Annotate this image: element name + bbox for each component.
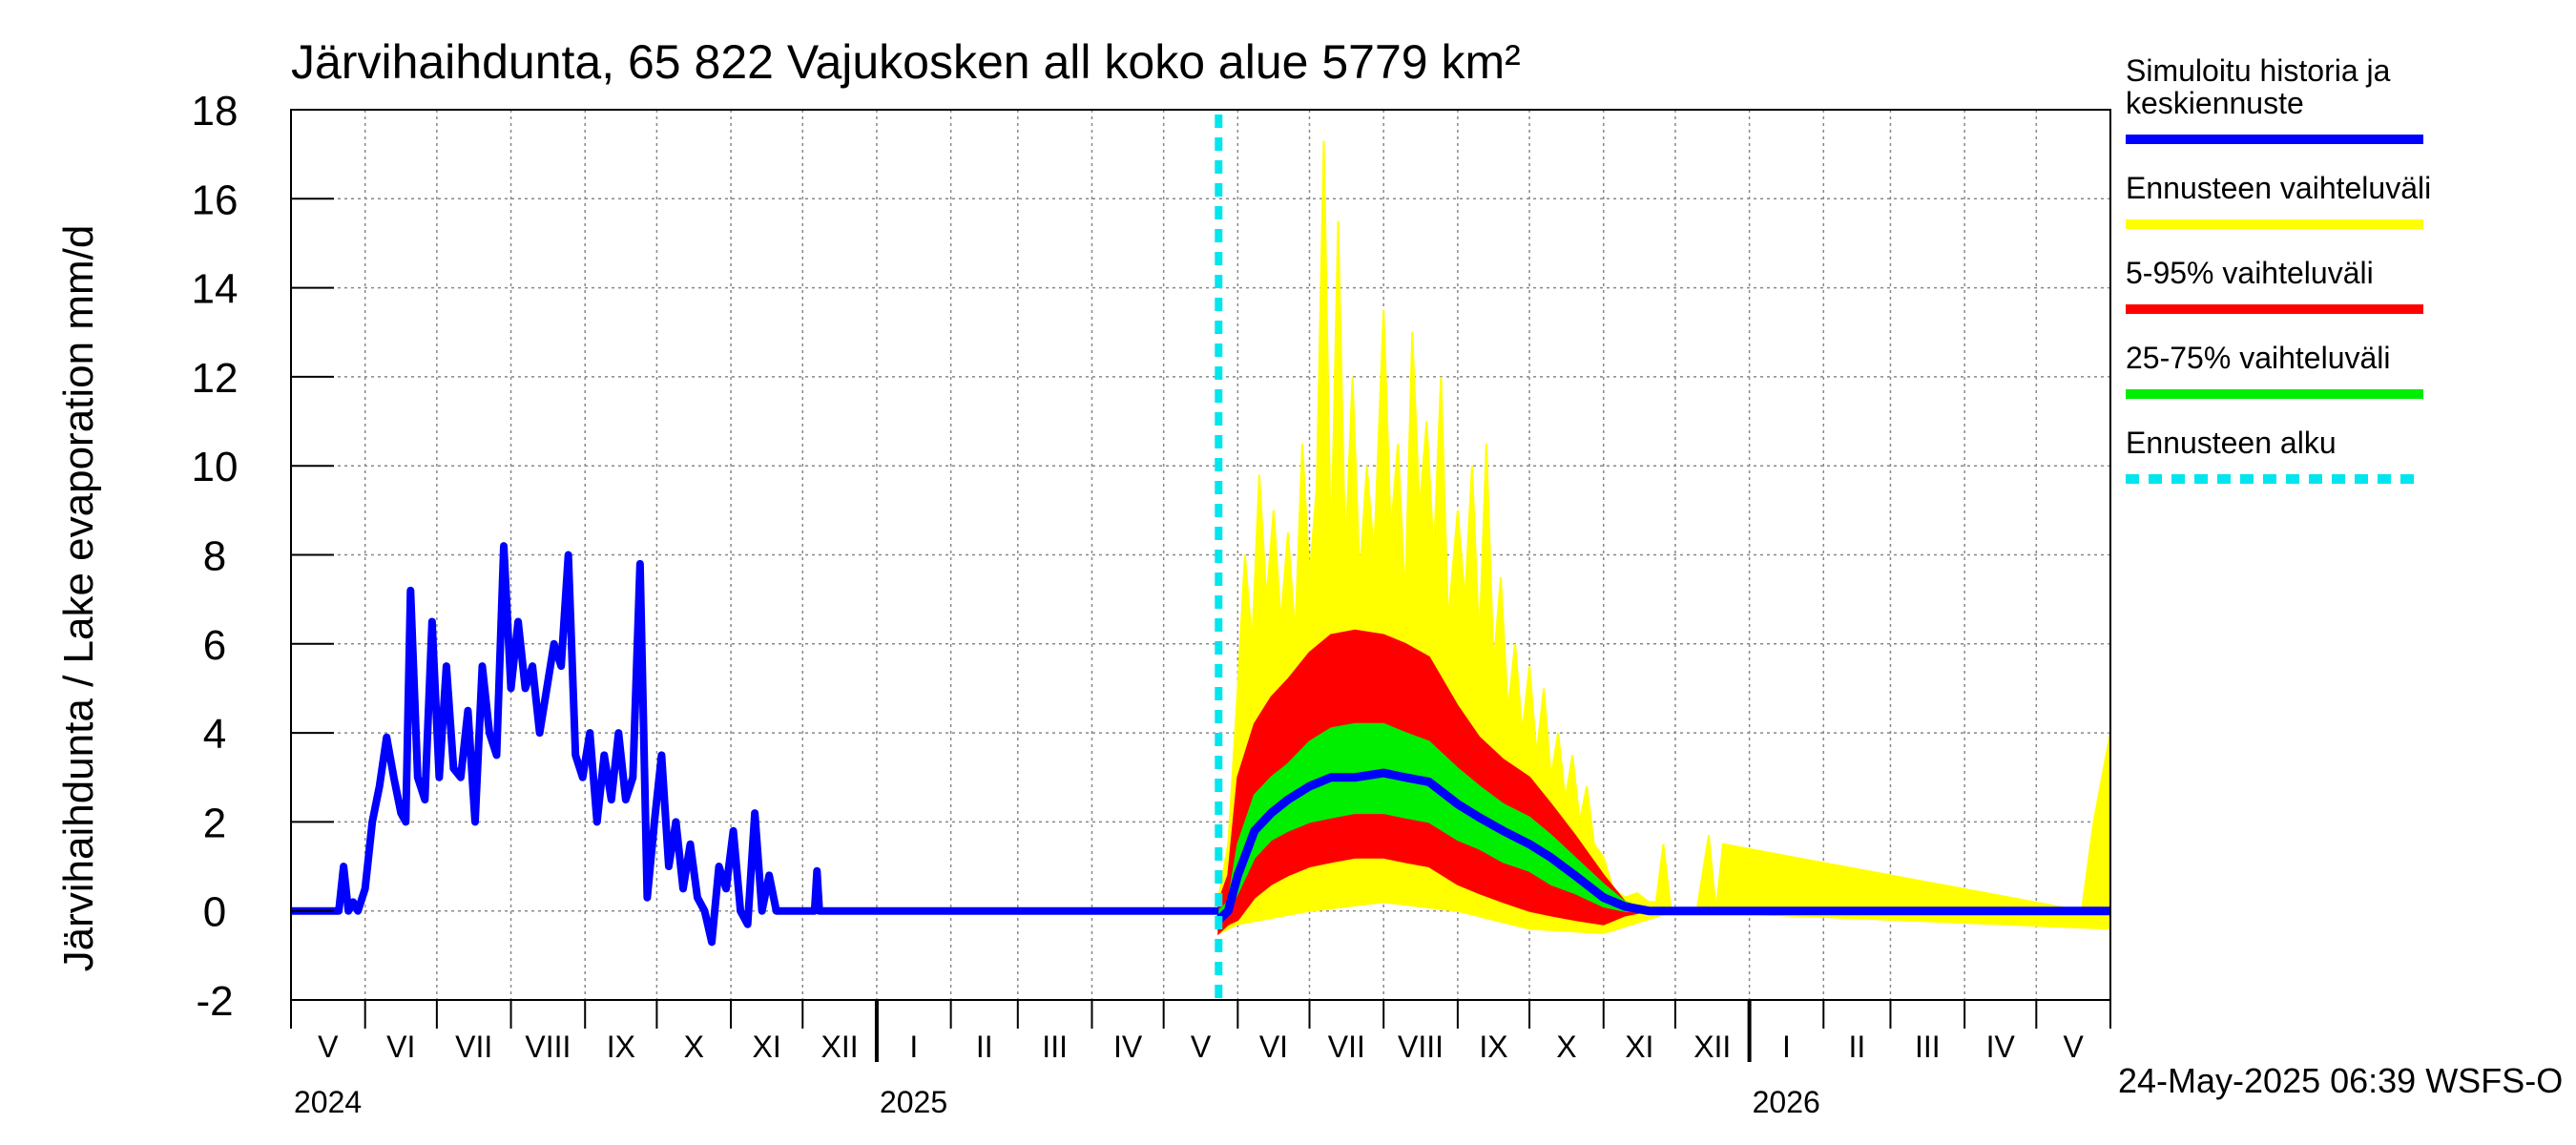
legend-label: 5-95% vaihteluväli xyxy=(2126,256,2374,290)
forecast-bands xyxy=(1215,140,2111,936)
y-tick-label: 8 xyxy=(203,533,226,580)
timestamp-footer: 24-May-2025 06:39 WSFS-O xyxy=(2118,1061,2563,1100)
month-label: I xyxy=(909,1030,918,1064)
history-line xyxy=(291,542,1219,947)
y-tick-label: 2 xyxy=(203,800,226,846)
month-label: IX xyxy=(607,1030,635,1064)
month-label: I xyxy=(1782,1030,1791,1064)
month-label: VIII xyxy=(525,1030,571,1064)
month-label: XI xyxy=(1625,1030,1653,1064)
year-label: 2025 xyxy=(880,1085,947,1119)
y-tick-label: 18 xyxy=(192,88,239,135)
month-label: XII xyxy=(1693,1030,1731,1064)
month-label: XI xyxy=(753,1030,781,1064)
y-tick-label: 10 xyxy=(192,444,239,490)
year-label: 2024 xyxy=(294,1085,362,1119)
month-label: IV xyxy=(1986,1030,2016,1064)
month-label: VII xyxy=(455,1030,492,1064)
y-tick-label: 14 xyxy=(192,266,239,313)
month-label: V xyxy=(318,1030,339,1064)
legend-label: keskiennuste xyxy=(2126,86,2304,120)
month-label: IV xyxy=(1113,1030,1143,1064)
legend-label: 25-75% vaihteluväli xyxy=(2126,341,2391,375)
month-label: II xyxy=(976,1030,993,1064)
y-tick-label: 6 xyxy=(203,622,226,669)
month-label: IX xyxy=(1479,1030,1507,1064)
y-tick-label: 16 xyxy=(192,177,239,223)
month-label: V xyxy=(2063,1030,2084,1064)
month-label: III xyxy=(1915,1030,1941,1064)
y-tick-label: 12 xyxy=(192,355,239,402)
month-label: VIII xyxy=(1398,1030,1444,1064)
month-label: V xyxy=(1191,1030,1212,1064)
legend-label: Simuloitu historia ja xyxy=(2126,53,2391,88)
y-tick-label: -2 xyxy=(196,978,233,1025)
month-label: X xyxy=(684,1030,704,1064)
month-label: X xyxy=(1556,1030,1576,1064)
month-label: VI xyxy=(1259,1030,1288,1064)
year-label: 2026 xyxy=(1753,1085,1820,1119)
chart-title: Järvihaihdunta, 65 822 Vajukosken all ko… xyxy=(291,35,1521,89)
y-axis-label: Järvihaihdunta / Lake evaporation mm/d xyxy=(55,225,102,972)
y-tick-label: 0 xyxy=(203,889,226,936)
forecast-median-line xyxy=(1215,768,2110,924)
legend-label: Ennusteen alku xyxy=(2126,426,2337,460)
legend-label: Ennusteen vaihteluväli xyxy=(2126,171,2431,205)
month-label: XII xyxy=(821,1030,859,1064)
month-label: VII xyxy=(1328,1030,1365,1064)
month-label: VI xyxy=(386,1030,415,1064)
month-label: III xyxy=(1042,1030,1068,1064)
month-label: II xyxy=(1848,1030,1865,1064)
y-tick-label: 4 xyxy=(203,711,226,758)
